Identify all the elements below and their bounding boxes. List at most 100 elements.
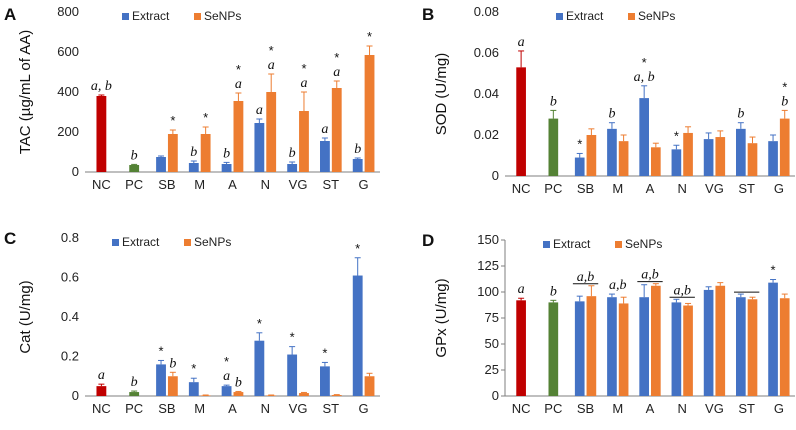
significance-letter: b: [354, 142, 361, 157]
legend-swatch-extract: [556, 13, 563, 20]
bar-st-senps: [747, 143, 758, 176]
significance-star: *: [290, 330, 295, 345]
y-tick-label: 200: [57, 124, 79, 139]
significance-letter: b: [131, 375, 138, 390]
y-tick-label: 125: [477, 258, 499, 273]
bar-st-extract: [320, 141, 330, 172]
bar-a-senps: [233, 392, 244, 396]
significance-letter: a,b: [609, 278, 627, 293]
bar-pc-extract: [548, 302, 559, 396]
legend-label-extract: Extract: [132, 9, 170, 23]
y-tick-label: 800: [57, 4, 79, 19]
bar-pc-extract: [548, 118, 559, 176]
y-tick-label: 600: [57, 44, 79, 59]
x-tick-label: NC: [92, 401, 111, 416]
x-tick-label: NC: [512, 181, 531, 196]
chart-panel-a: A 0 200 400 600 800 TAC (µg/mL of AA) Extract Se…: [4, 4, 380, 192]
x-tick-label: G: [359, 401, 369, 416]
x-tick-label: G: [774, 181, 784, 196]
significance-star: *: [674, 128, 679, 143]
legend-label-senps: SeNPs: [194, 235, 231, 249]
bar-nc-extract: [96, 96, 107, 172]
significance-star: *: [301, 61, 306, 76]
bar-st-senps: [331, 88, 342, 172]
bar-a-senps: [651, 147, 661, 176]
legend-swatch-senps: [628, 13, 635, 20]
x-tick-label: A: [228, 401, 237, 416]
x-tick-label: N: [261, 177, 270, 192]
bar-st-extract: [736, 128, 746, 176]
legend-label-senps: SeNPs: [625, 237, 662, 251]
bar-m-extract: [607, 297, 617, 396]
bar-n-extract: [254, 340, 265, 396]
x-tick-label: SB: [577, 401, 594, 416]
bar-nc-extract: [96, 386, 107, 396]
bar-pc-extract: [129, 165, 140, 172]
significance-letter: b: [550, 284, 557, 299]
significance-letter: a: [256, 103, 263, 118]
x-tick-label: N: [261, 401, 270, 416]
significance-star: *: [203, 110, 208, 125]
x-tick-label: A: [228, 177, 237, 192]
bar-m-extract: [607, 128, 617, 176]
y-tick-label: 0.08: [474, 4, 499, 19]
y-tick-label: 0: [72, 164, 79, 179]
significance-letter: a, b: [634, 70, 655, 85]
bar-vg-extract: [703, 289, 714, 396]
x-tick-label: SB: [158, 177, 175, 192]
bar-nc-extract: [516, 67, 526, 176]
significance-letter: b: [550, 94, 557, 109]
panel-letter: A: [4, 5, 16, 24]
significance-star: *: [355, 241, 360, 256]
bar-n-senps: [683, 305, 693, 396]
x-tick-label: VG: [705, 401, 724, 416]
significance-star: *: [782, 79, 787, 94]
significance-letter: b: [289, 146, 296, 161]
bar-a-extract: [639, 297, 649, 396]
significance-letter: a,b: [673, 283, 691, 298]
bar-sb-extract: [574, 157, 585, 176]
y-axis-label: TAC (µg/mL of AA): [17, 30, 34, 155]
significance-letter: a: [268, 58, 275, 73]
panel-letter: C: [4, 229, 16, 248]
legend: Extract SeNPs: [122, 9, 241, 23]
bar-sb-senps: [167, 134, 178, 172]
bar-sb-extract: [156, 157, 166, 172]
significance-letter: b: [608, 107, 615, 122]
bar-m-extract: [188, 382, 199, 396]
chart-panel-b: B 0 0.02 0.04 0.06 0.08 SOD (U/mg) Extract SeNPs…: [422, 4, 795, 196]
x-tick-label: M: [194, 177, 205, 192]
bar-st-extract: [320, 366, 330, 396]
bar-n-senps: [266, 395, 277, 396]
significance-star: *: [577, 136, 582, 151]
x-tick-label: PC: [544, 401, 562, 416]
legend-label-extract: Extract: [553, 237, 591, 251]
bar-st-extract: [736, 297, 746, 396]
x-tick-label: ST: [323, 401, 340, 416]
panel-letter: D: [422, 231, 434, 250]
x-tick-label: ST: [738, 181, 755, 196]
bar-vg-extract: [287, 354, 298, 396]
significance-star: *: [191, 361, 196, 376]
y-tick-label: 75: [485, 310, 499, 325]
significance-letter: b: [190, 145, 197, 160]
y-tick-label: 400: [57, 84, 79, 99]
panel-letter: B: [422, 5, 434, 24]
y-axis-label: Cat (U/mg): [17, 280, 34, 353]
bar-vg-extract: [287, 164, 298, 172]
significance-letter: b: [235, 375, 242, 390]
bar-vg-senps: [299, 111, 309, 172]
legend-swatch-extract: [543, 241, 550, 248]
bar-vg-senps: [715, 285, 726, 396]
significance-letter: a: [518, 282, 525, 297]
x-tick-label: M: [612, 181, 623, 196]
bar-n-senps: [683, 132, 693, 176]
bar-vg-senps: [715, 137, 726, 176]
significance-letter: a: [235, 77, 242, 92]
x-tick-label: A: [646, 401, 655, 416]
y-tick-label: 0.04: [474, 86, 499, 101]
y-tick-label: 0.6: [61, 270, 79, 285]
y-tick-label: 0.02: [474, 127, 499, 142]
